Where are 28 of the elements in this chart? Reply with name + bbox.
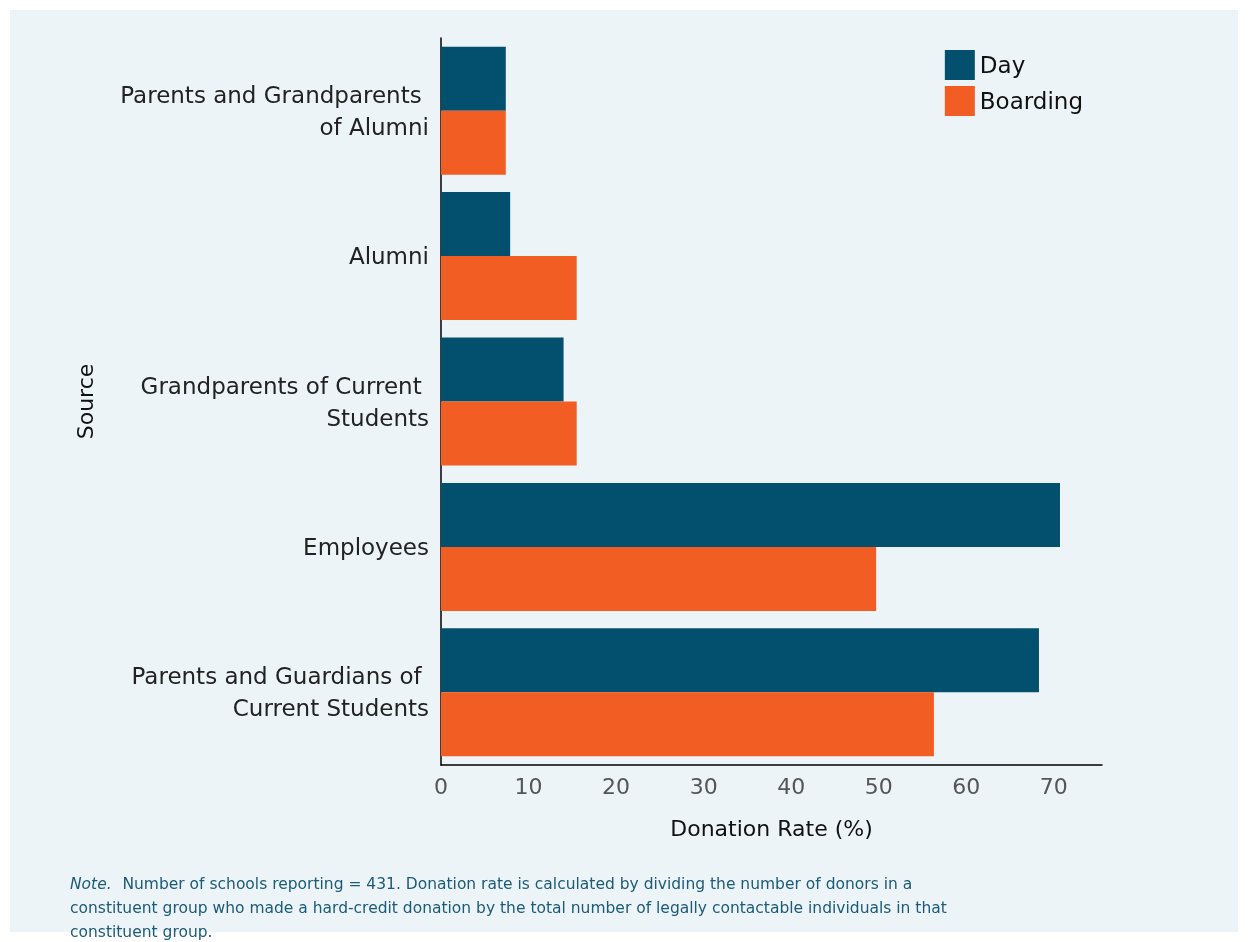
bar xyxy=(441,401,577,466)
legend-label: Boarding xyxy=(979,88,1084,114)
y-tick-label: Parents and Grandparents of Alumni xyxy=(120,81,429,140)
x-axis-title: Donation Rate (%) xyxy=(670,815,873,841)
y-axis-title: Source xyxy=(72,363,98,440)
x-tick-label: 20 xyxy=(602,773,631,799)
bar xyxy=(441,46,506,111)
bar xyxy=(441,256,577,321)
text: Note. Number of schools reporting = 431. Donation rate is calculated by dividing the number of donors in a constituent group who made a hard-credit donation by the total number of legally contactable individuals in that constituent group. xyxy=(70,875,952,941)
x-tick-label: 10 xyxy=(514,773,543,799)
bar xyxy=(441,110,506,175)
bar xyxy=(441,482,1060,547)
legend-label: Day xyxy=(979,52,1026,78)
x-tick-label: 40 xyxy=(777,773,806,799)
bar xyxy=(441,692,934,757)
x-tick-label: 0 xyxy=(434,773,448,799)
y-tick-label: Alumni xyxy=(348,243,429,270)
y-tick-label: Employees xyxy=(303,533,429,560)
y-tick-label: Grandparents of Current Students xyxy=(140,372,429,431)
y-tick-label: Parents and Guardians of Current Students xyxy=(131,663,429,722)
x-tick-label: 70 xyxy=(1039,773,1068,799)
bar xyxy=(441,628,1039,693)
x-tick-label: 50 xyxy=(864,773,893,799)
x-tick-label: 60 xyxy=(952,773,981,799)
bar xyxy=(441,192,511,257)
bar xyxy=(441,546,877,611)
x-tick-label: 30 xyxy=(689,773,718,799)
bar xyxy=(441,337,564,402)
